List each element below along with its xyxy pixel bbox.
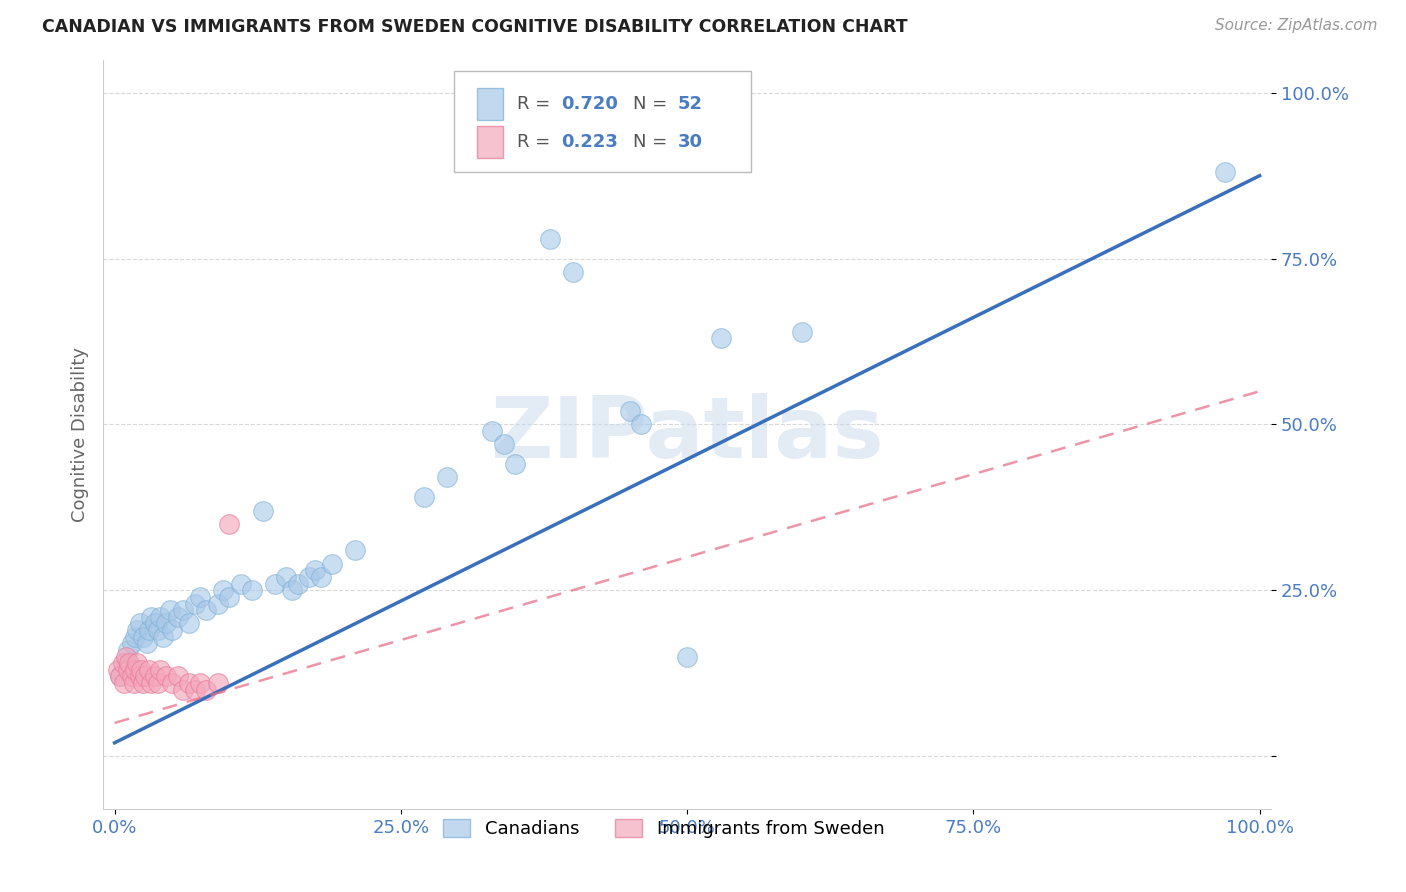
Point — [141, 676, 163, 690]
Point — [107, 663, 129, 677]
Point — [160, 676, 183, 690]
Bar — [477, 88, 502, 120]
Point — [149, 609, 172, 624]
Y-axis label: Cognitive Disability: Cognitive Disability — [72, 347, 89, 522]
Point — [676, 649, 699, 664]
Point — [1213, 165, 1236, 179]
Point — [124, 663, 146, 677]
Point — [146, 676, 169, 690]
Point — [481, 424, 503, 438]
Point — [298, 570, 321, 584]
Text: R =: R = — [516, 95, 555, 112]
Point — [436, 470, 458, 484]
Point — [264, 576, 287, 591]
Point — [177, 676, 200, 690]
Point — [195, 682, 218, 697]
Point — [630, 417, 652, 432]
Point — [172, 603, 194, 617]
Point — [146, 623, 169, 637]
Point — [132, 676, 155, 690]
Point — [143, 616, 166, 631]
Point — [505, 457, 527, 471]
Point — [155, 616, 177, 631]
Point — [207, 597, 229, 611]
Point — [128, 616, 150, 631]
Point — [138, 663, 160, 677]
Point — [110, 669, 132, 683]
Point — [207, 676, 229, 690]
Point — [115, 649, 138, 664]
FancyBboxPatch shape — [454, 70, 751, 172]
Point — [122, 676, 145, 690]
Point — [152, 630, 174, 644]
Point — [138, 623, 160, 637]
Point — [190, 676, 212, 690]
Text: CANADIAN VS IMMIGRANTS FROM SWEDEN COGNITIVE DISABILITY CORRELATION CHART: CANADIAN VS IMMIGRANTS FROM SWEDEN COGNI… — [42, 18, 908, 36]
Point — [166, 609, 188, 624]
Point — [124, 630, 146, 644]
Legend: Canadians, Immigrants from Sweden: Canadians, Immigrants from Sweden — [436, 812, 891, 845]
Point — [177, 616, 200, 631]
Point — [132, 630, 155, 644]
Point — [195, 603, 218, 617]
Point — [141, 609, 163, 624]
Text: 0.720: 0.720 — [561, 95, 617, 112]
Point — [287, 576, 309, 591]
Point — [344, 543, 367, 558]
Point — [184, 597, 207, 611]
Point — [115, 657, 138, 671]
Point — [160, 623, 183, 637]
Point — [155, 669, 177, 683]
Point — [304, 563, 326, 577]
Text: ZIPatlas: ZIPatlas — [491, 392, 884, 475]
Point — [117, 643, 139, 657]
Point — [110, 669, 132, 683]
Point — [127, 623, 149, 637]
Point — [117, 663, 139, 677]
Point — [492, 437, 515, 451]
Point — [190, 590, 212, 604]
Point — [309, 570, 332, 584]
Point — [710, 331, 733, 345]
Point — [184, 682, 207, 697]
Point — [619, 404, 641, 418]
Point — [111, 657, 134, 671]
Bar — [477, 127, 502, 158]
Point — [240, 583, 263, 598]
Point — [218, 516, 240, 531]
Point — [229, 576, 252, 591]
Point — [128, 669, 150, 683]
Point — [561, 265, 583, 279]
Text: Source: ZipAtlas.com: Source: ZipAtlas.com — [1215, 18, 1378, 33]
Point — [790, 325, 813, 339]
Text: 52: 52 — [678, 95, 703, 112]
Point — [143, 669, 166, 683]
Point — [135, 636, 157, 650]
Point — [212, 583, 235, 598]
Point — [538, 232, 561, 246]
Point — [134, 669, 156, 683]
Point — [276, 570, 298, 584]
Text: 0.223: 0.223 — [561, 133, 617, 151]
Point — [172, 682, 194, 697]
Text: N =: N = — [633, 95, 673, 112]
Point — [166, 669, 188, 683]
Point — [218, 590, 240, 604]
Point — [112, 676, 135, 690]
Text: 30: 30 — [678, 133, 703, 151]
Point — [127, 657, 149, 671]
Text: N =: N = — [633, 133, 673, 151]
Point — [121, 669, 143, 683]
Point — [149, 663, 172, 677]
Point — [412, 491, 434, 505]
Point — [281, 583, 304, 598]
Point — [118, 657, 141, 671]
Point — [159, 603, 181, 617]
Point — [129, 663, 152, 677]
Point — [252, 503, 274, 517]
Point — [321, 557, 343, 571]
Point — [121, 636, 143, 650]
Text: R =: R = — [516, 133, 555, 151]
